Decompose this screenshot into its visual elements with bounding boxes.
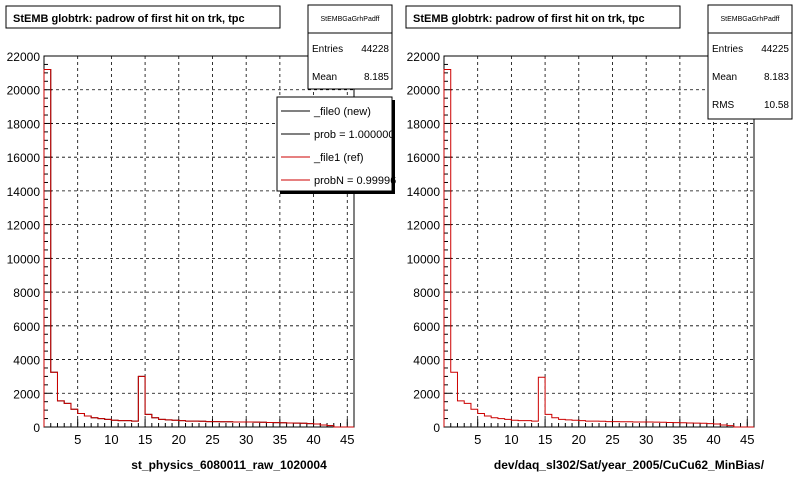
chart-title-frame — [5, 5, 281, 29]
left-histogram-chart: StEMB globtrk: padrow of first hit on tr… — [5, 4, 396, 472]
y-tick-label: 22000 — [407, 50, 441, 64]
x-tick-label: 10 — [104, 432, 118, 447]
y-tick-label: 16000 — [407, 151, 441, 165]
y-tick-label: 4000 — [413, 354, 440, 368]
stats-entries-label: Entries — [312, 44, 343, 55]
y-tick-label: 0 — [433, 421, 440, 435]
chart-title: StEMB globtrk: padrow of first hit on tr… — [13, 13, 245, 25]
y-tick-label: 8000 — [413, 286, 440, 300]
x-tick-label: 30 — [239, 432, 253, 447]
stats-name: StEMBGaGrhPadff — [320, 16, 379, 23]
y-tick-label: 16000 — [7, 151, 41, 165]
stats-mean-value: 8.183 — [764, 72, 789, 83]
histogram-series — [43, 68, 354, 428]
x-tick-label: 30 — [639, 432, 653, 447]
hist-file1-ref — [43, 68, 354, 428]
stats-mean-value: 8.185 — [364, 72, 389, 83]
x-tick-label: 40 — [306, 432, 320, 447]
right-histogram-pad: StEMB globtrk: padrow of first hit on tr… — [400, 0, 800, 480]
x-tick-label: 15 — [538, 432, 552, 447]
stats-entries-value: 44228 — [361, 44, 389, 55]
x-tick-label: 45 — [740, 432, 754, 447]
axis-ticks — [444, 55, 748, 428]
stats-frame — [307, 4, 393, 90]
x-tick-label: 25 — [205, 432, 219, 447]
stats-rms-label: RMS — [712, 100, 735, 111]
y-tick-label: 14000 — [7, 185, 41, 199]
legend-frame — [276, 96, 393, 192]
y-tick-label: 2000 — [13, 387, 40, 401]
y-tick-label: 4000 — [13, 354, 40, 368]
y-tick-label: 18000 — [7, 117, 41, 131]
y-tick-label: 12000 — [407, 219, 441, 233]
chart-title-box: StEMB globtrk: padrow of first hit on tr… — [405, 5, 681, 29]
stats-entries-label: Entries — [712, 44, 743, 55]
axis-ticks — [44, 55, 348, 428]
chart-title: StEMB globtrk: padrow of first hit on tr… — [413, 13, 645, 25]
x-tick-label: 20 — [572, 432, 586, 447]
y-tick-label: 8000 — [13, 286, 40, 300]
legend: _file0 (new) prob = 1.000000 _file1 (ref) p… — [276, 96, 396, 194]
y-tick-label: 2000 — [413, 387, 440, 401]
legend-entry-label: _file0 (new) — [313, 106, 371, 118]
y-tick-label: 10000 — [7, 252, 41, 266]
stats-entries-value: 44225 — [761, 44, 789, 55]
x-tick-label: 5 — [74, 432, 81, 447]
y-tick-label: 18000 — [407, 117, 441, 131]
y-tick-label: 12000 — [7, 219, 41, 233]
stats-mean-label: Mean — [712, 72, 737, 83]
y-tick-label: 0 — [33, 421, 40, 435]
legend-entry-label: _file1 (ref) — [313, 152, 364, 164]
legend-entry-label: prob = 1.000000 — [314, 129, 394, 141]
y-tick-labels: 0 2000 4000 6000 8000 10000 12000 14000 16000 180… — [7, 50, 41, 435]
y-tick-label: 22000 — [7, 50, 41, 64]
y-tick-labels: 0 2000 4000 6000 8000 10000 12000 14000 16000 180… — [407, 50, 441, 435]
chart-title-frame — [405, 5, 681, 29]
y-tick-label: 20000 — [7, 84, 41, 98]
stats-mean-label: Mean — [312, 72, 337, 83]
x-tick-label: 35 — [673, 432, 687, 447]
y-tick-label: 20000 — [407, 84, 441, 98]
x-tick-labels: 5 10 15 20 25 30 35 40 45 — [474, 432, 754, 447]
x-tick-labels: 5 10 15 20 25 30 35 40 45 — [74, 432, 354, 447]
x-tick-label: 25 — [605, 432, 619, 447]
stats-box: StEMBGaGrhPadff Entries 44228 Mean 8.185 — [307, 4, 393, 90]
x-axis-label: st_physics_6080011_raw_1020004 — [131, 458, 327, 472]
y-tick-label: 10000 — [407, 252, 441, 266]
y-tick-label: 6000 — [413, 320, 440, 334]
x-axis-label: dev/daq_sl302/Sat/year_2005/CuCu62_MinBi… — [494, 458, 765, 472]
x-tick-label: 15 — [138, 432, 152, 447]
x-tick-label: 45 — [340, 432, 354, 447]
stats-frame — [707, 4, 793, 120]
right-histogram-chart: StEMB globtrk: padrow of first hit on tr… — [405, 4, 793, 472]
y-tick-label: 14000 — [407, 185, 441, 199]
y-tick-label: 6000 — [13, 320, 40, 334]
stats-rms-value: 10.58 — [764, 100, 789, 111]
x-tick-label: 5 — [474, 432, 481, 447]
x-tick-label: 40 — [706, 432, 720, 447]
stats-box: StEMBGaGrhPadff Entries 44225 Mean 8.183 RMS 1… — [707, 4, 793, 120]
histogram-series — [443, 68, 754, 428]
x-tick-label: 10 — [504, 432, 518, 447]
hist-series-0 — [443, 68, 754, 428]
legend-entry-label: probN = 0.99996 — [314, 175, 396, 187]
stats-name: StEMBGaGrhPadff — [720, 16, 779, 23]
x-tick-label: 20 — [172, 432, 186, 447]
x-tick-label: 35 — [273, 432, 287, 447]
chart-title-box: StEMB globtrk: padrow of first hit on tr… — [5, 5, 281, 29]
left-histogram-pad: StEMB globtrk: padrow of first hit on tr… — [0, 0, 400, 480]
